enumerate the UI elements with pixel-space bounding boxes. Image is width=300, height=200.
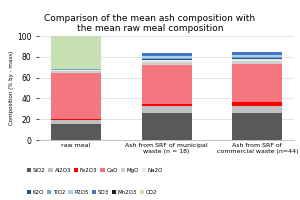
Bar xyxy=(142,56,191,58)
Bar xyxy=(232,61,282,64)
Bar xyxy=(232,52,282,55)
Bar xyxy=(232,102,282,106)
Bar xyxy=(232,64,282,102)
Legend: SiO2, Al2O3, Fe2O3, CaO, MgO, Na2O: SiO2, Al2O3, Fe2O3, CaO, MgO, Na2O xyxy=(27,168,163,173)
Bar xyxy=(51,120,100,124)
Bar xyxy=(142,113,191,140)
Bar xyxy=(142,104,191,106)
Bar xyxy=(142,59,191,60)
Bar xyxy=(51,69,100,70)
Bar xyxy=(142,106,191,113)
Bar xyxy=(142,60,191,62)
Bar xyxy=(142,58,191,59)
Bar xyxy=(232,57,282,58)
Bar xyxy=(142,62,191,65)
Bar xyxy=(142,53,191,56)
Bar xyxy=(51,70,100,71)
Bar xyxy=(51,71,100,73)
Text: Comparison of the mean ash composition with
the mean raw meal composition: Comparison of the mean ash composition w… xyxy=(44,14,256,33)
Bar xyxy=(51,119,100,120)
Legend: K2O, TiO2, P2O5, SO3, Mn2O3, CO2: K2O, TiO2, P2O5, SO3, Mn2O3, CO2 xyxy=(27,190,158,195)
Bar xyxy=(232,55,282,57)
Bar xyxy=(142,65,191,104)
Bar xyxy=(51,73,100,119)
Bar xyxy=(51,32,100,69)
Bar xyxy=(232,106,282,113)
Y-axis label: Composition (% by - mass): Composition (% by - mass) xyxy=(9,51,14,125)
Bar xyxy=(232,113,282,140)
Bar xyxy=(232,59,282,61)
Bar xyxy=(51,124,100,140)
Bar xyxy=(232,58,282,59)
